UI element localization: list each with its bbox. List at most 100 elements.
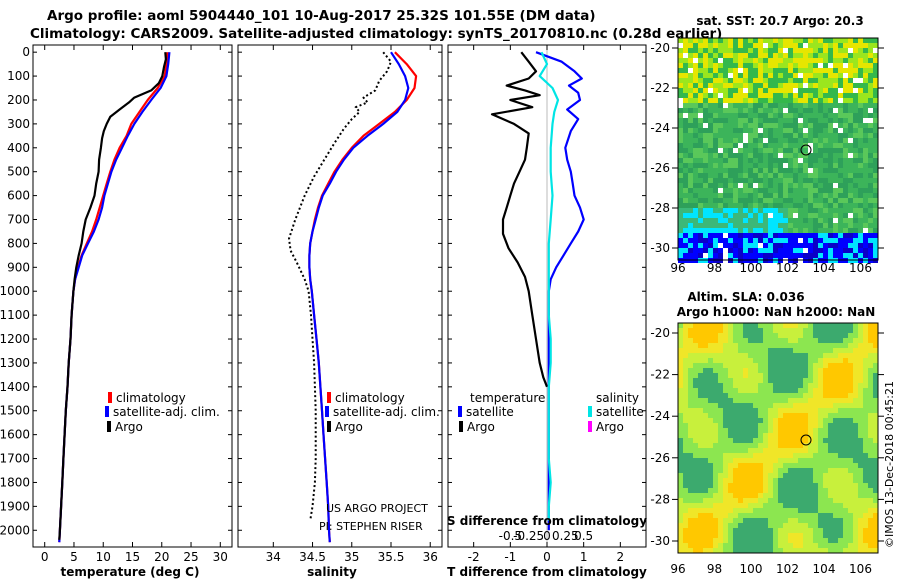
sst-cell <box>743 43 748 48</box>
sst-cell <box>823 78 828 83</box>
sst-cell <box>703 133 708 138</box>
sst-cell <box>793 173 798 178</box>
sla-cell <box>678 543 683 548</box>
sst-cell <box>838 63 843 68</box>
sst-cell <box>713 63 718 68</box>
sla-cell <box>733 378 738 383</box>
sla-cell <box>818 428 823 433</box>
sla-cell <box>763 423 768 428</box>
sst-cell <box>683 108 688 113</box>
sst-cell <box>763 133 768 138</box>
sla-cell <box>868 333 873 338</box>
sla-cell <box>848 443 853 448</box>
sla-cell <box>778 413 783 418</box>
sla-cell <box>743 458 748 463</box>
sst-cell <box>758 78 763 83</box>
sla-cell <box>838 468 843 473</box>
sst-cell <box>808 143 813 148</box>
sst-cell <box>763 73 768 78</box>
sla-cell <box>838 338 843 343</box>
sst-cell <box>828 233 833 238</box>
sla-cell <box>813 483 818 488</box>
sla-cell <box>788 503 793 508</box>
sla-cell <box>748 488 753 493</box>
sla-cell <box>743 418 748 423</box>
sst-cell <box>773 248 778 253</box>
sla-cell <box>813 498 818 503</box>
sla-cell <box>858 478 863 483</box>
sla-cell <box>703 528 708 533</box>
sst-cell <box>688 113 693 118</box>
sst-cell <box>803 63 808 68</box>
sst-cell <box>778 198 783 203</box>
sst-cell <box>748 118 753 123</box>
sla-cell <box>828 323 833 328</box>
sla-cell <box>778 328 783 333</box>
sst-cell <box>763 113 768 118</box>
sla-cell <box>743 393 748 398</box>
sla-cell <box>723 518 728 523</box>
sst-cell <box>753 123 758 128</box>
sla-cell <box>828 518 833 523</box>
sst-cell <box>798 113 803 118</box>
sst-cell <box>743 238 748 243</box>
sst-cell <box>808 98 813 103</box>
sst-cell <box>758 178 763 183</box>
sla-cell <box>813 548 818 553</box>
sla-cell <box>793 328 798 333</box>
sla-cell <box>863 533 868 538</box>
sla-cell <box>788 433 793 438</box>
sla-cell <box>773 358 778 363</box>
sla-cell <box>678 478 683 483</box>
sst-cell <box>863 208 868 213</box>
sla-cell <box>853 463 858 468</box>
sla-cell <box>833 383 838 388</box>
sst-cell <box>688 238 693 243</box>
sst-cell <box>843 153 848 158</box>
sla-cell <box>823 403 828 408</box>
sst-cell <box>713 203 718 208</box>
sla-cell <box>873 533 878 538</box>
sst-cell <box>678 213 683 218</box>
sst-cell <box>788 78 793 83</box>
sst-cell <box>828 188 833 193</box>
sst-cell <box>773 238 778 243</box>
sst-cell <box>713 223 718 228</box>
sla-cell <box>828 523 833 528</box>
sla-cell <box>778 333 783 338</box>
sla-cell <box>778 533 783 538</box>
sla-cell <box>768 433 773 438</box>
sla-cell <box>823 353 828 358</box>
sst-cell <box>733 203 738 208</box>
sst-cell <box>678 218 683 223</box>
sst-cell <box>858 163 863 168</box>
sst-cell <box>703 88 708 93</box>
sla-cell <box>778 518 783 523</box>
sst-cell <box>768 93 773 98</box>
sst-cell <box>748 123 753 128</box>
sst-cell <box>693 143 698 148</box>
sla-cell <box>728 343 733 348</box>
sla-cell <box>688 523 693 528</box>
sla-cell <box>733 383 738 388</box>
sst-cell <box>823 143 828 148</box>
sst-cell <box>693 48 698 53</box>
sst-cell <box>758 133 763 138</box>
sla-cell <box>868 378 873 383</box>
sla-cell <box>688 488 693 493</box>
sst-cell <box>693 198 698 203</box>
sst-cell <box>703 183 708 188</box>
sla-cell <box>868 393 873 398</box>
sst-cell <box>698 238 703 243</box>
sst-cell <box>708 108 713 113</box>
sla-cell <box>783 438 788 443</box>
sst-cell <box>828 73 833 78</box>
sla-cell <box>783 403 788 408</box>
sst-cell <box>758 63 763 68</box>
sst-cell <box>813 218 818 223</box>
sla-cell <box>763 393 768 398</box>
sst-cell <box>853 228 858 233</box>
sst-cell <box>773 38 778 43</box>
sla-cell <box>863 343 868 348</box>
sst-cell <box>733 253 738 258</box>
